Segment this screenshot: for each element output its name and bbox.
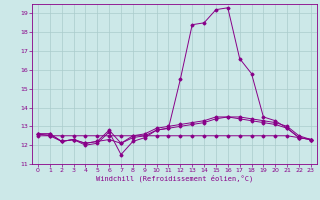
X-axis label: Windchill (Refroidissement éolien,°C): Windchill (Refroidissement éolien,°C): [96, 175, 253, 182]
